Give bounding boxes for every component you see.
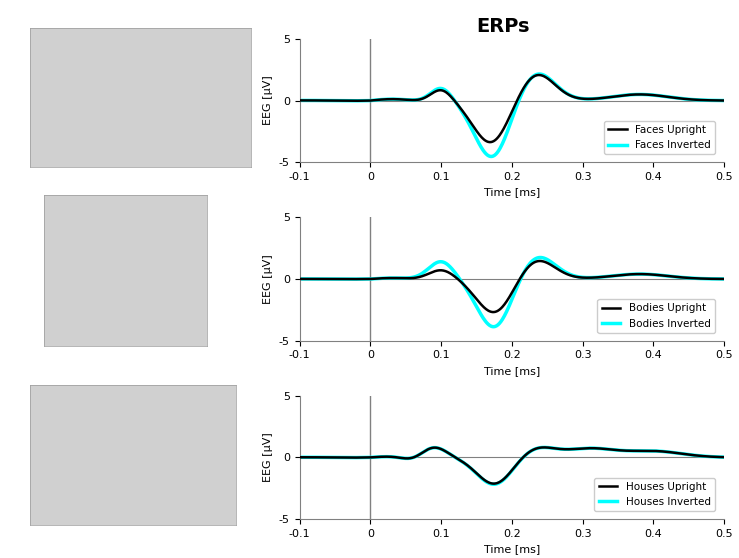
Text: ERPs: ERPs: [476, 17, 529, 36]
Legend: Houses Upright, Houses Inverted: Houses Upright, Houses Inverted: [594, 478, 715, 511]
Legend: Bodies Upright, Bodies Inverted: Bodies Upright, Bodies Inverted: [597, 299, 715, 333]
X-axis label: Time [ms]: Time [ms]: [484, 544, 540, 554]
Y-axis label: EEG [µV]: EEG [µV]: [263, 76, 273, 126]
Y-axis label: EEG [µV]: EEG [µV]: [263, 432, 273, 482]
Y-axis label: EEG [µV]: EEG [µV]: [263, 254, 273, 304]
X-axis label: Time [ms]: Time [ms]: [484, 187, 540, 198]
X-axis label: Time [ms]: Time [ms]: [484, 366, 540, 376]
Legend: Faces Upright, Faces Inverted: Faces Upright, Faces Inverted: [604, 121, 715, 155]
